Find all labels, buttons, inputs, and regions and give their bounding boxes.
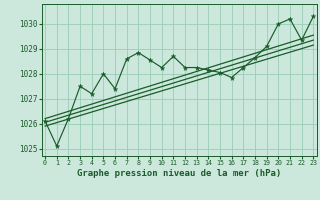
X-axis label: Graphe pression niveau de la mer (hPa): Graphe pression niveau de la mer (hPa) [77, 169, 281, 178]
